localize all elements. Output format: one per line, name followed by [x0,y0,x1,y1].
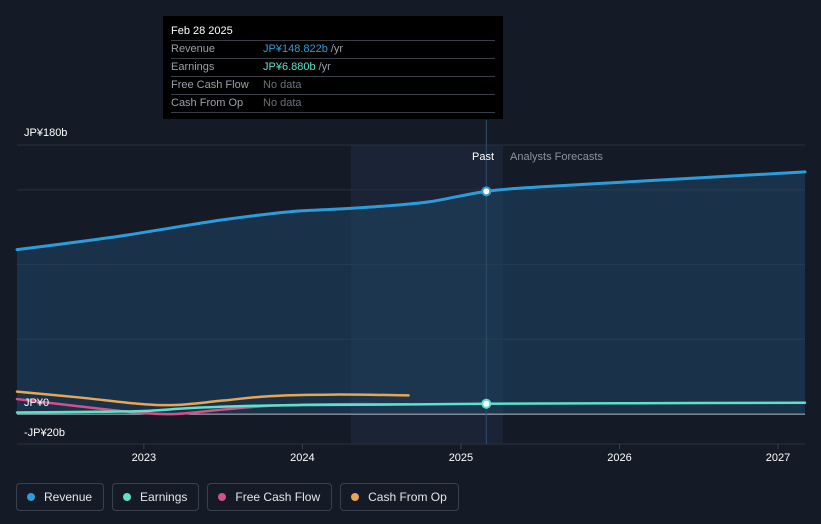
tooltip-row-free-cash-flow: Free Cash Flow No data [171,76,495,94]
series-lines [15,170,807,416]
tooltip-row-label: Revenue [171,43,216,55]
tooltip-row-revenue: Revenue JP¥148.822b /yr [171,40,495,58]
tooltip-row-cash-from-op: Cash From Op No data [171,94,495,113]
y-tick-label: JP¥180b [24,127,67,139]
x-tick-label: 2024 [290,452,314,464]
legend-label: Earnings [140,490,188,504]
tooltip-row-value: No data [263,79,302,91]
tooltip-row-label: Earnings [171,61,215,73]
x-tick-label: 2023 [132,452,156,464]
tooltip-row-label: Free Cash Flow [171,79,249,91]
revenue-dot-icon [27,493,35,501]
past-label: Past [472,151,494,163]
tooltip-row-label: Cash From Op [171,97,244,109]
tooltip-row-value: No data [263,97,302,109]
tooltip-row-value: JP¥148.822b [263,43,328,55]
x-tick-label: 2026 [607,452,631,464]
tooltip-date: Feb 28 2025 [171,25,233,37]
legend-item-cash-from-op[interactable]: Cash From Op [340,483,459,511]
legend: Revenue Earnings Free Cash Flow Cash Fro… [16,483,459,511]
forecast-label: Analysts Forecasts [510,151,603,163]
earnings-line [15,401,807,414]
legend-item-free-cash-flow[interactable]: Free Cash Flow [207,483,333,511]
legend-item-revenue[interactable]: Revenue [16,483,105,511]
tooltip-row-unit: /yr [330,43,344,55]
tooltip-row-unit: /yr [318,61,331,73]
x-axis: 2023 2024 2025 2026 2027 [132,444,790,464]
x-tick-label: 2025 [449,452,473,464]
cash-from-op-dot-icon [351,493,360,501]
tooltip-row-earnings: Earnings JP¥6.880b /yr [171,58,495,76]
legend-label: Cash From Op [368,490,447,504]
tooltip: Feb 28 2025 Revenue JP¥148.822b /yr Earn… [163,16,503,119]
tooltip-row-value: JP¥6.880b [263,61,316,73]
revenue-marker [481,186,492,197]
y-tick-label: -JP¥20b [24,427,65,439]
earnings-marker [481,398,492,409]
cash-from-op-line [15,390,410,407]
x-tick-label: 2027 [766,452,790,464]
earnings-dot-icon [123,493,132,501]
y-tick-label: JP¥0 [24,397,49,409]
free-cash-flow-dot-icon [218,493,227,501]
legend-item-earnings[interactable]: Earnings [112,483,200,511]
revenue-area-fill [17,171,805,414]
hover-markers [481,186,492,409]
legend-label: Revenue [44,490,93,504]
revenue-line [15,170,807,252]
revenue-area [17,171,805,414]
legend-label: Free Cash Flow [235,490,321,504]
